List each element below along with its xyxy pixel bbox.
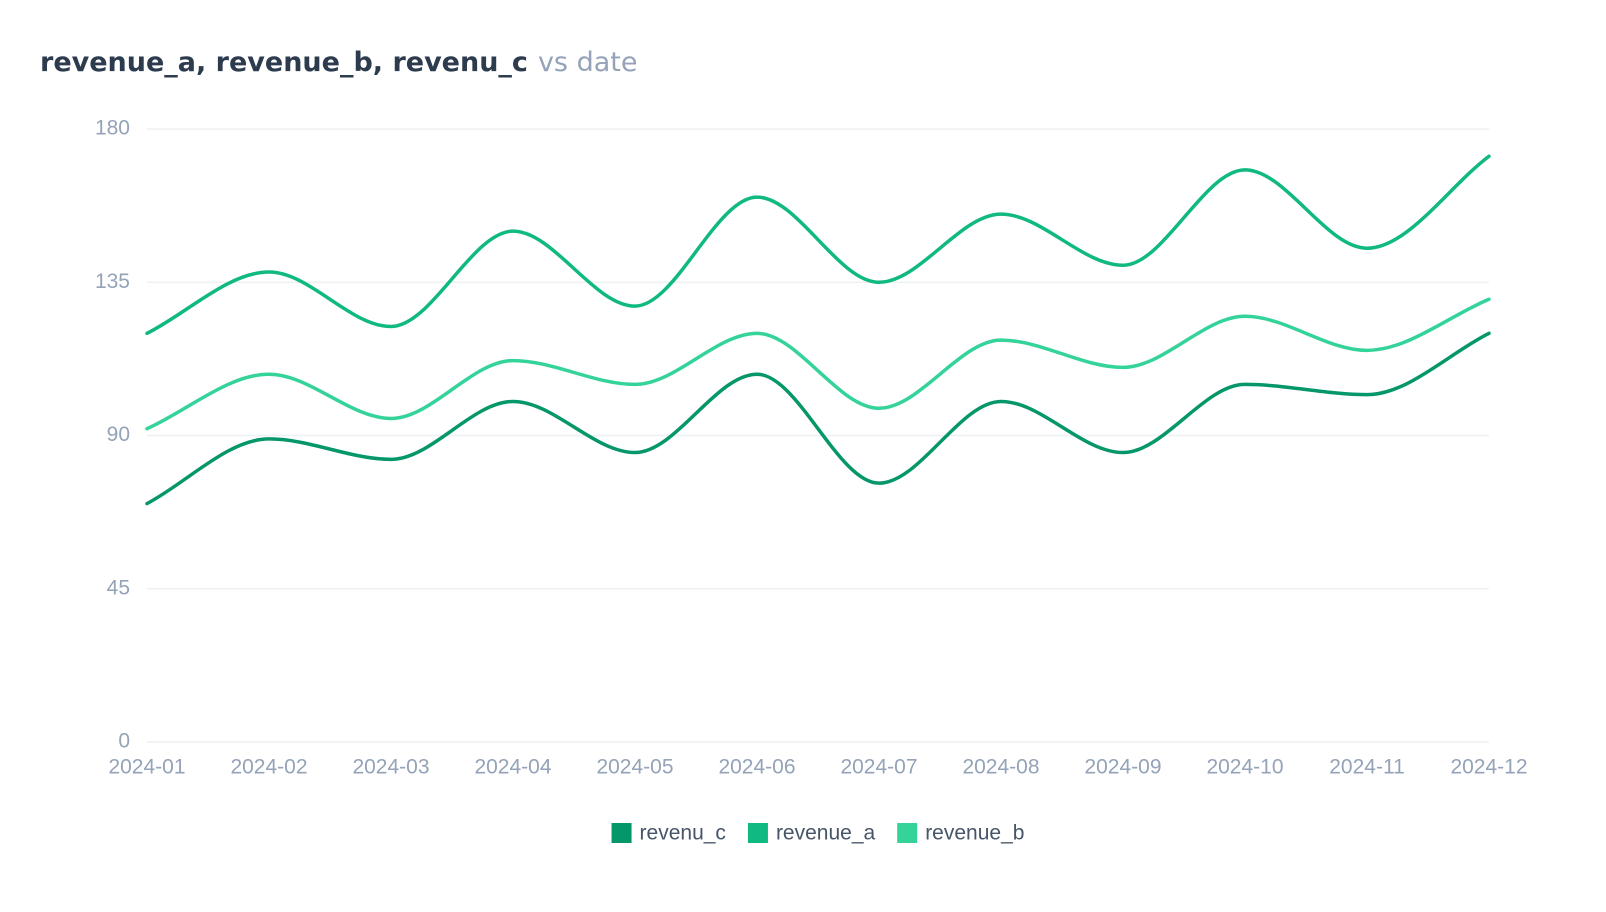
legend-label: revenu_c: [640, 822, 726, 845]
line: [145, 297, 1491, 431]
x-tick-label: 2024-11: [1329, 756, 1405, 779]
legend-swatch: [747, 823, 768, 843]
x-tick-label: 2024-09: [1084, 756, 1161, 779]
x-tick-label: 2024-01: [108, 756, 185, 779]
x-tick-label: 2024-02: [230, 756, 307, 779]
chart-title: revenue_a, revenue_b, revenu_c vs date: [40, 47, 637, 78]
x-tick-label: 2024-04: [474, 756, 551, 779]
y-tick-label: 0: [118, 730, 130, 753]
x-tick-label: 2024-06: [718, 756, 795, 779]
y-tick-label: 45: [107, 576, 130, 599]
line: [145, 154, 1491, 336]
x-tick-label: 2024-12: [1450, 756, 1527, 779]
subtitle: vs date: [538, 47, 638, 78]
x-tick-label: 2024-07: [840, 756, 917, 779]
x-tick-label: 2024-10: [1206, 756, 1283, 779]
legend-swatch: [897, 823, 918, 843]
y-tick-label: 180: [95, 117, 130, 140]
legend-swatch: [611, 823, 632, 843]
y-tick-label: 135: [95, 270, 130, 293]
line: [145, 331, 1491, 506]
x-tick-label: 2024-08: [962, 756, 1039, 779]
x-tick-label: 2024-03: [352, 756, 429, 779]
title-main: revenue_a, revenue_b, revenu_c: [40, 47, 528, 78]
y-tick-label: 90: [107, 423, 130, 446]
legend-label: revenue_b: [925, 822, 1024, 845]
legend-label: revenue_a: [776, 822, 876, 845]
x-tick-label: 2024-05: [596, 756, 673, 779]
